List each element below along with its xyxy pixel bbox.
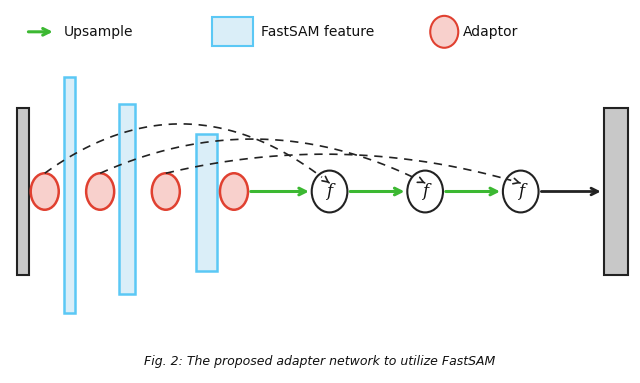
Bar [212, 17, 253, 46]
Ellipse shape [31, 173, 59, 210]
Ellipse shape [86, 173, 114, 210]
Ellipse shape [220, 173, 248, 210]
Text: f: f [518, 183, 524, 200]
Bar [196, 134, 218, 271]
Text: Fig. 2: The proposed adapter network to utilize FastSAM: Fig. 2: The proposed adapter network to … [145, 355, 495, 368]
Ellipse shape [407, 170, 443, 213]
Bar [17, 108, 29, 275]
Text: Adaptor: Adaptor [463, 25, 519, 39]
Text: FastSAM feature: FastSAM feature [261, 25, 374, 39]
Ellipse shape [430, 16, 458, 48]
Text: f: f [326, 183, 333, 200]
Ellipse shape [152, 173, 180, 210]
Ellipse shape [503, 170, 539, 213]
Bar [64, 77, 76, 313]
Text: f: f [422, 183, 428, 200]
Ellipse shape [312, 170, 348, 213]
Text: Upsample: Upsample [64, 25, 133, 39]
Bar [119, 104, 134, 294]
Bar [604, 108, 628, 275]
